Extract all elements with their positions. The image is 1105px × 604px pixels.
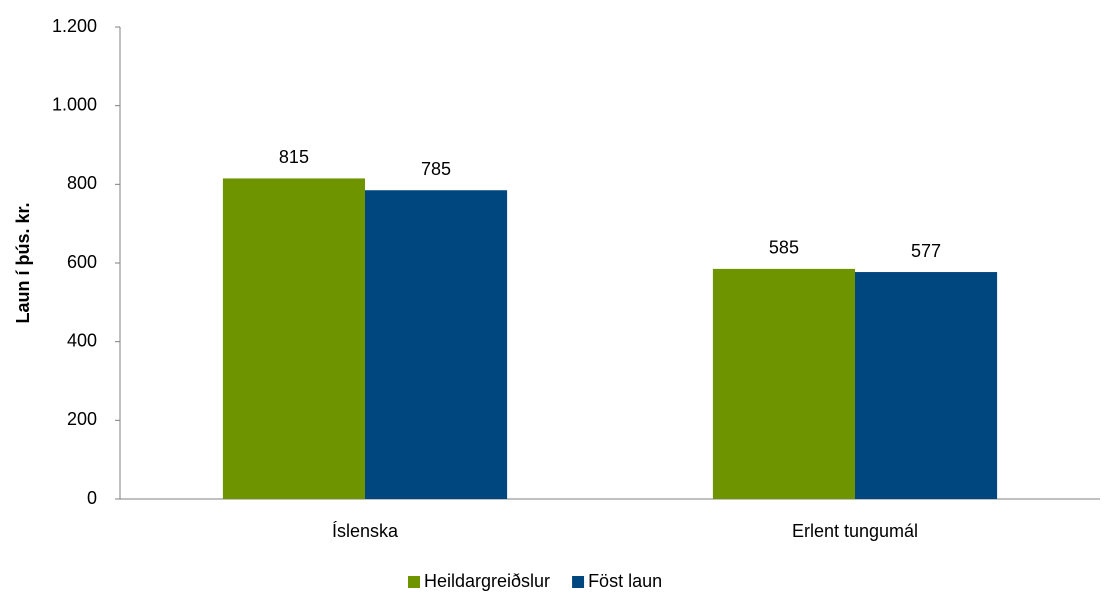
y-tick-label: 1.000 bbox=[52, 94, 97, 114]
y-tick-label: 800 bbox=[67, 173, 97, 193]
legend-label: Föst laun bbox=[588, 571, 662, 591]
bar bbox=[712, 268, 855, 499]
bar bbox=[365, 190, 508, 499]
y-tick-label: 1.200 bbox=[52, 16, 97, 36]
y-axis-label: Laun í þús. kr. bbox=[13, 202, 33, 323]
x-tick-label: Íslenska bbox=[332, 521, 399, 541]
legend-swatch bbox=[408, 576, 420, 588]
legend-label: Heildargreiðslur bbox=[424, 571, 550, 591]
data-label: 785 bbox=[421, 159, 451, 179]
bar bbox=[222, 178, 365, 499]
x-tick-label: Erlent tungumál bbox=[792, 521, 918, 541]
y-tick-label: 400 bbox=[67, 330, 97, 350]
y-tick-label: 0 bbox=[87, 488, 97, 508]
data-label: 577 bbox=[911, 241, 941, 261]
legend-swatch bbox=[572, 576, 585, 588]
data-label: 585 bbox=[769, 238, 799, 258]
y-tick-label: 200 bbox=[67, 409, 97, 429]
y-tick-label: 600 bbox=[67, 252, 97, 272]
data-label: 815 bbox=[279, 147, 309, 167]
bar bbox=[855, 272, 998, 499]
